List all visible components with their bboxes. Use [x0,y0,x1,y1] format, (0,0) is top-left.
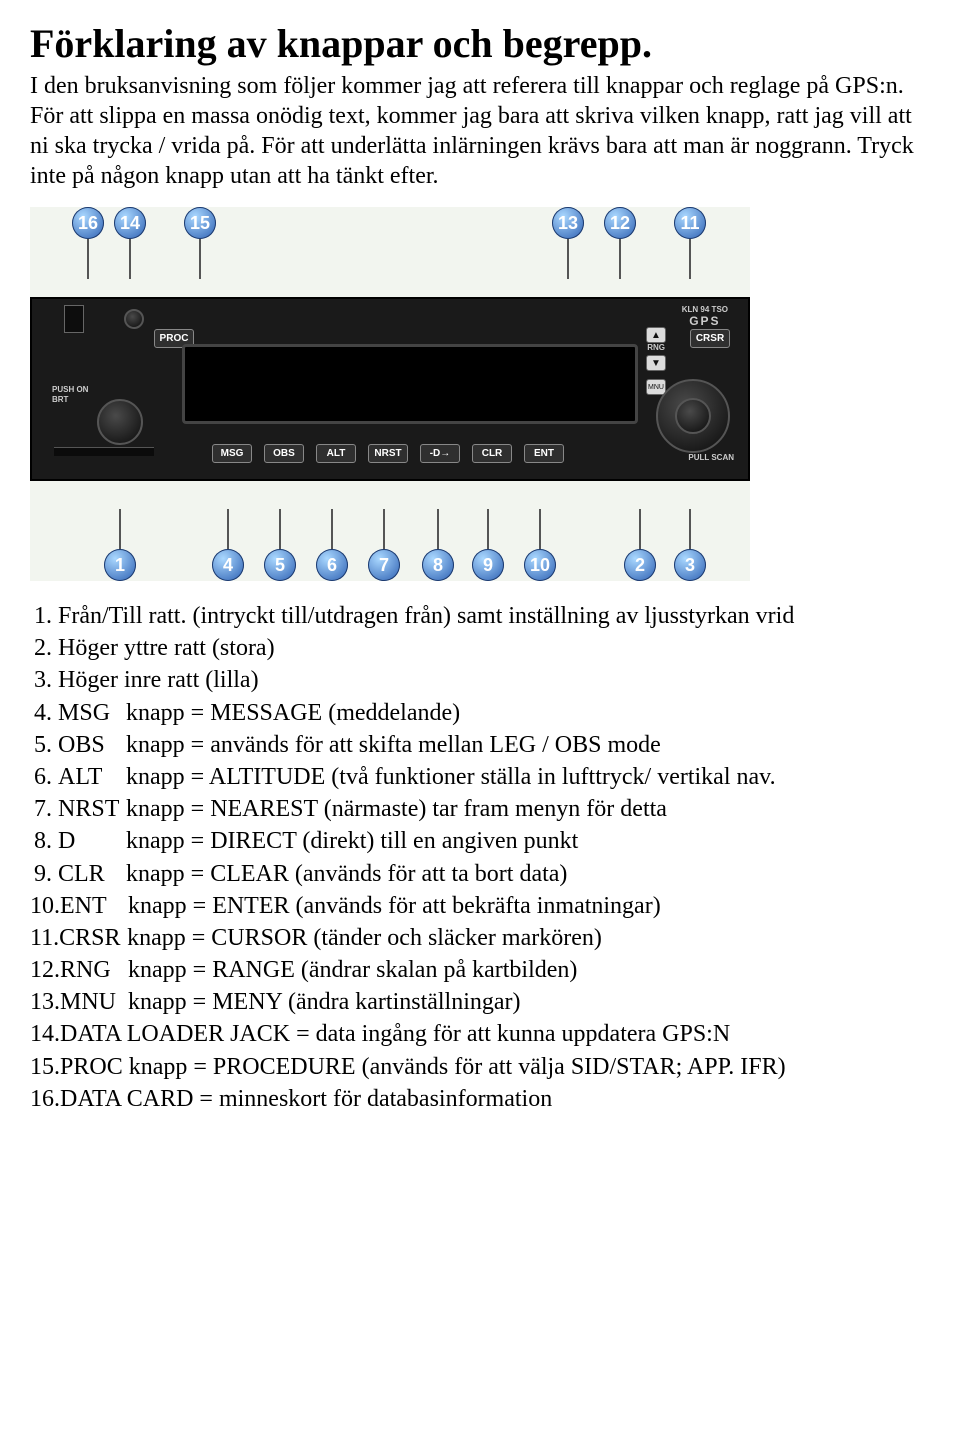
callout-2: 2 [624,509,656,581]
callout-13: 13 [552,207,584,279]
callout-stem [689,239,691,279]
legend-item-11: 11.CRSR knapp = CURSOR (tänder och släck… [30,923,930,954]
callout-14: 14 [114,207,146,279]
legend-item-4: MSG knapp = MESSAGE (meddelande) [58,698,930,729]
callout-7: 7 [368,509,400,581]
callout-stem [487,509,489,549]
callout-1: 1 [104,509,136,581]
callout-6: 6 [316,509,348,581]
rng-up-button[interactable]: ▲ [646,327,666,343]
crsr-button[interactable]: CRSR [690,329,730,348]
callout-bubble: 11 [674,207,706,239]
callout-bubble: 7 [368,549,400,581]
alt-button[interactable]: ALT [316,444,356,463]
obs-button[interactable]: OBS [264,444,304,463]
callout-bubble: 1 [104,549,136,581]
legend-item-8: D knapp = DIRECT (direkt) till en angive… [58,826,930,857]
legend-item-5: OBS knapp = används för att skifta mella… [58,730,930,761]
legend-item-2: Höger yttre ratt (stora) [58,633,930,664]
callout-bubble: 9 [472,549,504,581]
callout-row-bottom: 1 456789 10 23 [30,481,750,581]
callout-bubble: 3 [674,549,706,581]
legend-item-7: NRST knapp = NEAREST (närmaste) tar fram… [58,794,930,825]
callout-bubble: 4 [212,549,244,581]
callout-5: 5 [264,509,296,581]
callout-stem [227,509,229,549]
callout-bubble: 10 [524,549,556,581]
legend-item-6: ALT knapp = ALTITUDE (två funktioner stä… [58,762,930,793]
callout-stem [129,239,131,279]
callout-bubble: 14 [114,207,146,239]
legend-list-continued: 10.ENT knapp = ENTER (används för att be… [30,891,930,1115]
callout-stem [639,509,641,549]
legend-item-1: Från/Till ratt. (intryckt till/utdragen … [58,601,930,632]
clr-button[interactable]: CLR [472,444,512,463]
gps-model-line2: GPS [682,314,728,328]
intro-paragraph: I den bruksanvisning som följer kommer j… [30,71,930,191]
gps-diagram: 161415131211 KLN 94 TSO GPS PROC CRSR ▲ … [30,207,750,581]
callout-stem [87,239,89,279]
callout-stem [279,509,281,549]
callout-bubble: 5 [264,549,296,581]
gps-model-line1: KLN 94 TSO [682,305,728,314]
callout-row-top: 16 14 15 13 12 11 [30,207,750,297]
callout-stem [199,239,201,279]
legend-item-15: 15.PROC knapp = PROCEDURE (används för a… [30,1052,930,1083]
callout-stem [437,509,439,549]
right-inner-knob[interactable] [675,398,711,434]
pull-scan-label: PULL SCAN [688,453,734,462]
callout-bubble: 2 [624,549,656,581]
nrst-button[interactable]: NRST [368,444,408,463]
callout-stem [567,239,569,279]
right-outer-knob[interactable] [656,379,730,453]
gps-model-label: KLN 94 TSO GPS [682,305,728,328]
legend-item-16: 16.DATA CARD = minneskort för databasinf… [30,1084,930,1115]
callout-16: 16 [72,207,104,279]
page-title: Förklaring av knappar och begrepp. [30,20,930,67]
callout-4: 4 [212,509,244,581]
d-button[interactable]: -D→ [420,444,460,463]
legend-item-12: 12.RNG knapp = RANGE (ändrar skalan på k… [30,955,930,986]
callout-stem [383,509,385,549]
callout-bubble: 16 [72,207,104,239]
callout-11: 11 [674,207,706,279]
legend-list: Från/Till ratt. (intryckt till/utdragen … [30,601,930,890]
brt-label: BRT [52,395,68,404]
left-bottom-trim [54,447,154,456]
callout-12: 12 [604,207,636,279]
callout-bubble: 6 [316,549,348,581]
msg-button[interactable]: MSG [212,444,252,463]
callout-9: 9 [472,509,504,581]
callout-3: 3 [674,509,706,581]
callout-bubble: 12 [604,207,636,239]
data-loader-jack [124,309,144,329]
rng-down-button[interactable]: ▼ [646,355,666,371]
callout-stem [539,509,541,549]
callout-bubble: 15 [184,207,216,239]
legend-item-9: CLR knapp = CLEAR (används för att ta bo… [58,859,930,890]
display-screen [182,344,638,424]
callout-10: 10 [524,509,556,581]
gps-unit: KLN 94 TSO GPS PROC CRSR ▲ RNG ▼ MNU PUS… [30,297,750,481]
power-knob[interactable] [97,399,143,445]
data-card-slot [64,305,84,333]
push-on-label: PUSH ON [52,385,88,394]
ent-button[interactable]: ENT [524,444,564,463]
callout-stem [689,509,691,549]
legend-item-10: 10.ENT knapp = ENTER (används för att be… [30,891,930,922]
callout-stem [619,239,621,279]
callout-15: 15 [184,207,216,279]
callout-bubble: 8 [422,549,454,581]
callout-bubble: 13 [552,207,584,239]
callout-stem [331,509,333,549]
legend-item-13: 13.MNU knapp = MENY (ändra kartinställni… [30,987,930,1018]
legend-item-14: 14.DATA LOADER JACK = data ingång för at… [30,1019,930,1050]
rng-label: RNG [647,343,665,352]
legend-item-3: Höger inre ratt (lilla) [58,665,930,696]
callout-stem [119,509,121,549]
callout-8: 8 [422,509,454,581]
